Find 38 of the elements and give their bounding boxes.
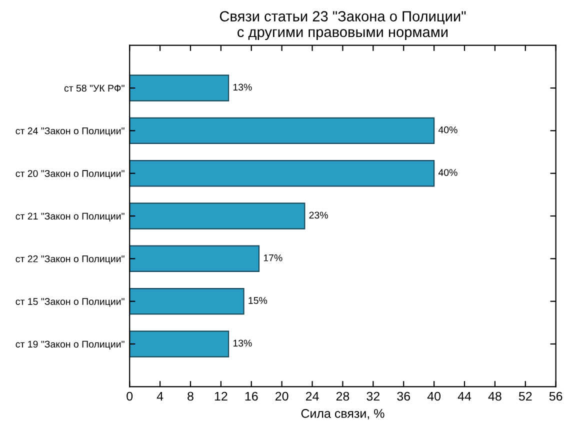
y-tick-label: ст 19 "Закон о Полиции"	[16, 340, 124, 350]
bar	[130, 330, 230, 358]
data-label: 15%	[248, 297, 268, 304]
data-label: 23%	[309, 212, 328, 219]
bar	[130, 245, 260, 272]
data-label: 13%	[233, 84, 252, 91]
x-tick-label: 32	[366, 392, 380, 401]
x-axis-title: Сила связи, %	[301, 409, 384, 420]
data-label: 40%	[438, 126, 458, 134]
bar	[130, 74, 230, 102]
x-tick-label: 4	[156, 392, 164, 401]
y-tick-label: ст 20 "Закон о Полиции"	[16, 170, 124, 179]
x-tick-label: 20	[276, 392, 288, 401]
y-tick-label: ст 21 "Закон о Полиции"	[16, 212, 124, 222]
x-tick-label: 24	[306, 392, 319, 401]
x-tick-label: 28	[336, 392, 350, 401]
x-tick-label: 16	[245, 392, 258, 401]
bar	[130, 117, 435, 144]
x-tick-label: 36	[397, 392, 410, 401]
bar	[130, 288, 244, 315]
y-tick-label: ст 58 "УК РФ"	[64, 84, 124, 92]
x-tick-label: 12	[214, 392, 228, 401]
x-tick-label: 8	[188, 392, 194, 401]
x-tick-label: 0	[126, 392, 133, 401]
x-tick-label: 52	[518, 392, 532, 401]
y-tick-label: ст 15 "Закон о Полиции"	[16, 298, 124, 307]
bar	[130, 202, 306, 230]
x-tick-label: 56	[549, 392, 562, 401]
y-tick-label: ст 22 "Закон о Полиции"	[16, 255, 124, 264]
x-tick-label: 44	[458, 392, 472, 401]
x-tick-label: 40	[427, 392, 441, 401]
bar	[130, 160, 435, 187]
chart-title: Связи статьи 23 "Закона о Полиции" с другими правовыми нормами	[220, 11, 466, 40]
data-label: 40%	[438, 169, 458, 176]
x-tick-label: 48	[488, 392, 502, 401]
y-tick-label: ст 24 "Закон о Полиции"	[16, 127, 124, 136]
data-label: 17%	[264, 254, 282, 262]
data-label: 13%	[233, 340, 252, 347]
